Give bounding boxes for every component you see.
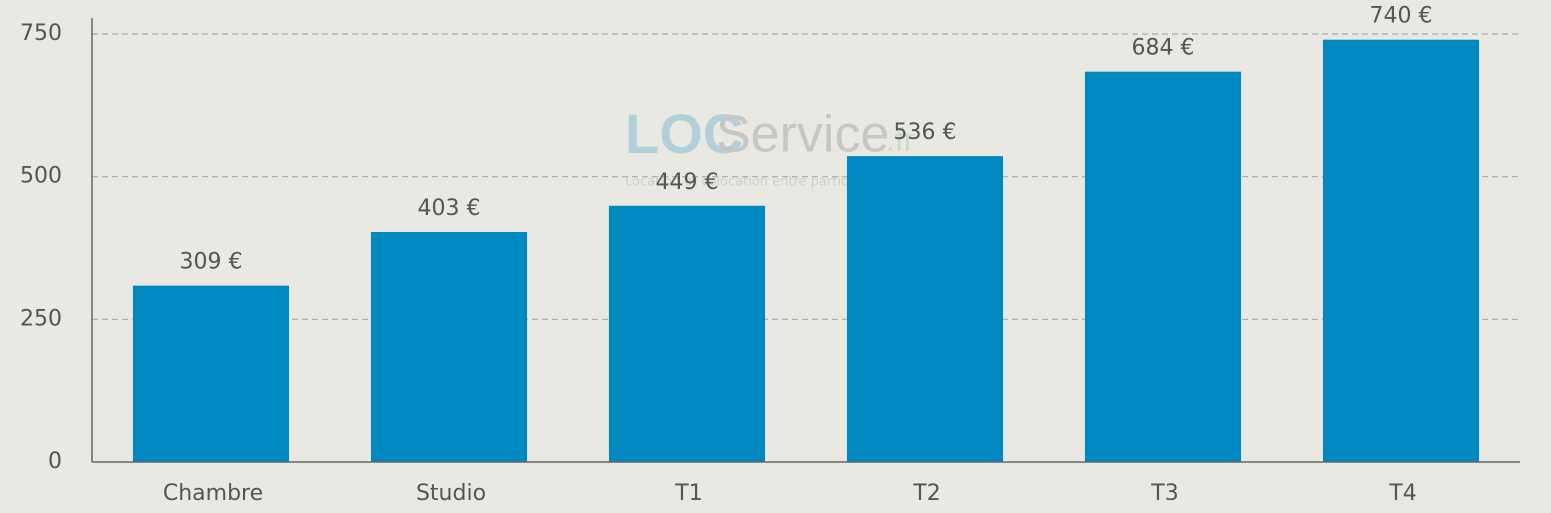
x-tick-label: T1 (674, 481, 702, 506)
x-tick-label: Studio (416, 481, 486, 506)
watermark-tagline: Location et colocation entre particulier… (625, 175, 884, 190)
value-label: 740 € (1370, 4, 1433, 29)
x-tick-label: T3 (1150, 481, 1178, 506)
bar (132, 285, 290, 462)
x-tick-label: T2 (912, 481, 940, 506)
y-tick-label: 0 (48, 449, 62, 474)
watermark-loc: LOC (625, 102, 743, 165)
y-tick-label: 750 (20, 21, 62, 46)
watermark: LOC Service .fr Location et colocation e… (625, 102, 915, 190)
value-label: 309 € (180, 250, 243, 275)
y-tick-label: 250 (20, 306, 62, 331)
value-label: 449 € (656, 170, 719, 195)
bar (1322, 39, 1480, 462)
x-tick-label: Chambre (163, 481, 263, 506)
value-label: 536 € (894, 120, 957, 145)
y-tick-label: 500 (20, 164, 62, 189)
x-tick-label: T4 (1388, 481, 1416, 506)
bar (846, 156, 1004, 462)
value-label: 403 € (418, 196, 481, 221)
watermark-service: Service (716, 106, 889, 164)
watermark-fr: .fr (886, 121, 915, 157)
bar (608, 205, 766, 462)
value-label: 684 € (1132, 36, 1195, 61)
bar (1084, 71, 1242, 462)
bar (370, 232, 528, 462)
